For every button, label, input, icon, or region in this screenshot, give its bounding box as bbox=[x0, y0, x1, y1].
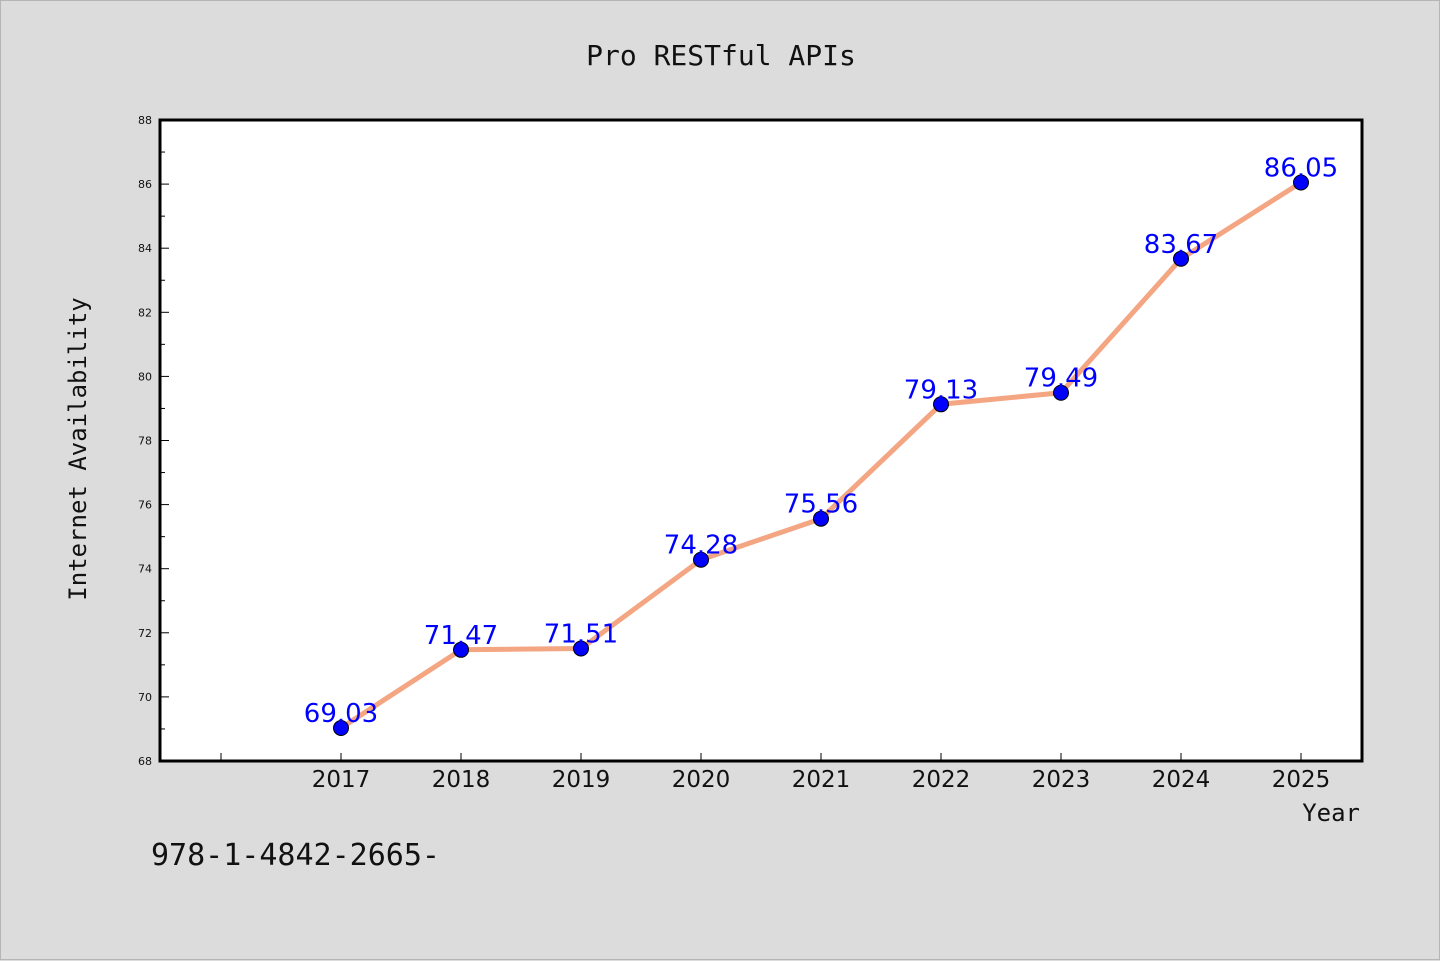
x-tick-label: 2018 bbox=[432, 767, 491, 793]
axis-ticks: 68 70 72 74 76 78 80 82 84 86 88 2017 2018 2019 2020 20… bbox=[138, 114, 1330, 793]
x-tick-label: 2017 bbox=[312, 767, 371, 793]
data-label: 79.49 bbox=[1024, 364, 1098, 394]
y-tick-label: 82 bbox=[138, 306, 152, 319]
y-tick-label: 70 bbox=[138, 691, 152, 704]
data-point-marker bbox=[933, 396, 949, 413]
footnote-isbn: 978-1-4842-2665- bbox=[151, 838, 440, 873]
y-tick-label: 72 bbox=[138, 627, 152, 640]
data-point-marker bbox=[333, 719, 349, 736]
y-tick-label: 88 bbox=[138, 114, 152, 127]
y-tick-label: 80 bbox=[138, 370, 152, 383]
data-point-marker bbox=[1293, 174, 1309, 191]
data-point-marker bbox=[1053, 384, 1069, 401]
y-tick-label: 74 bbox=[138, 563, 152, 576]
data-point-marker bbox=[1173, 250, 1189, 267]
x-tick-label: 2020 bbox=[672, 767, 731, 793]
y-axis-title: Internet Availability bbox=[64, 297, 92, 600]
y-tick-label: 78 bbox=[138, 435, 152, 448]
chart-title: Pro RESTful APIs bbox=[586, 39, 856, 72]
x-tick-label: 2025 bbox=[1272, 767, 1331, 793]
data-label: 69.03 bbox=[304, 699, 378, 729]
x-tick-label: 2023 bbox=[1032, 767, 1091, 793]
data-label: 86.05 bbox=[1264, 153, 1338, 183]
data-label: 71.47 bbox=[424, 621, 498, 651]
y-tick-label: 86 bbox=[138, 178, 152, 191]
plot-area bbox=[158, 118, 1364, 763]
y-tick-label: 76 bbox=[138, 499, 152, 512]
data-point-marker bbox=[813, 510, 829, 527]
x-tick-label: 2024 bbox=[1152, 767, 1211, 793]
markers-group bbox=[333, 174, 1309, 736]
x-tick-label: 2022 bbox=[912, 767, 971, 793]
y-tick-label: 84 bbox=[138, 242, 152, 255]
data-label: 74.28 bbox=[664, 531, 738, 561]
data-label: 83.67 bbox=[1144, 230, 1218, 260]
x-tick-label: 2021 bbox=[792, 767, 851, 793]
data-point-marker bbox=[573, 640, 589, 657]
data-point-marker bbox=[453, 641, 469, 658]
y-tick-label: 68 bbox=[138, 755, 152, 768]
data-label: 71.51 bbox=[544, 620, 618, 650]
data-label: 75.56 bbox=[784, 490, 858, 520]
x-tick-label: 2019 bbox=[552, 767, 611, 793]
data-labels-group: 69.03 71.47 71.51 74.28 75.56 79.13 79.49 83.67… bbox=[304, 153, 1338, 728]
data-label: 79.13 bbox=[904, 375, 978, 405]
data-point-marker bbox=[693, 551, 709, 568]
x-axis-title: Year bbox=[1302, 799, 1360, 827]
